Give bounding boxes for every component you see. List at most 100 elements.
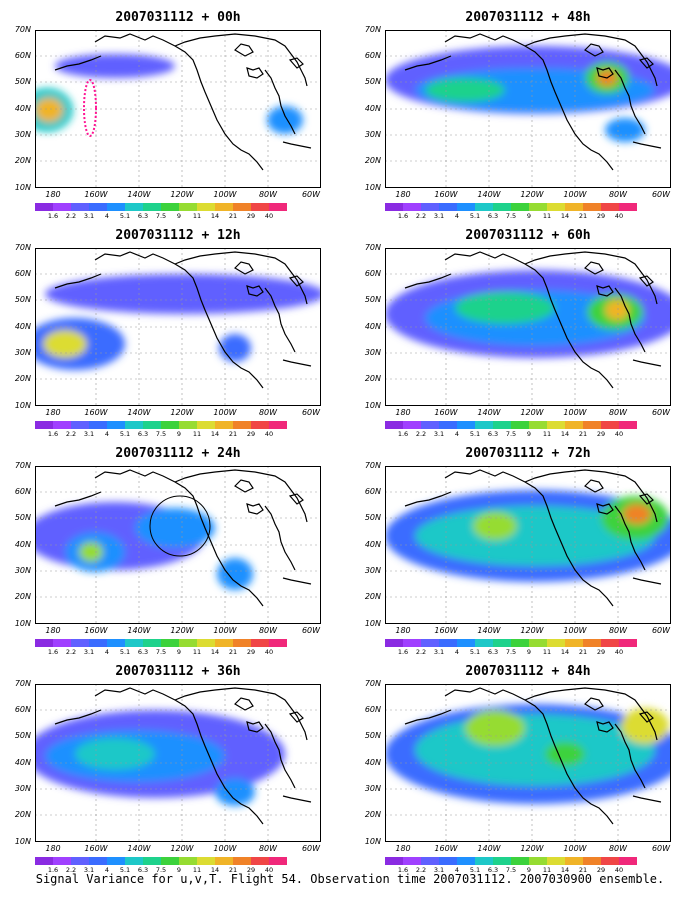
lat-label: 30N — [14, 566, 31, 575]
colorbar-swatch — [89, 639, 107, 647]
colorbar-label: 11 — [192, 648, 202, 656]
colorbar-label: 29 — [596, 866, 606, 874]
colorbar-swatch — [493, 421, 511, 429]
map-frame — [35, 684, 321, 842]
colorbar-label: 6.3 — [137, 866, 149, 874]
map-frame — [385, 30, 671, 188]
lat-label: 70N — [364, 461, 381, 470]
lon-label: 60W — [301, 626, 321, 635]
colorbar-label: 4 — [104, 212, 110, 220]
colorbar-label: 5.1 — [469, 866, 481, 874]
coastline — [234, 697, 254, 711]
lon-label: 140W — [477, 408, 501, 417]
lat-label: 50N — [14, 513, 31, 522]
colorbar-swatch — [197, 857, 215, 865]
lat-label: 70N — [14, 243, 31, 252]
variance-contour — [623, 504, 651, 524]
colorbar-swatch — [107, 639, 125, 647]
colorbar-label: 6.3 — [487, 430, 499, 438]
colorbar — [385, 421, 637, 429]
colorbar-swatch — [619, 857, 637, 865]
colorbar-swatch — [215, 857, 233, 865]
map-panel: 2007031112 + 48h 70N 60N 50N 40N 30N 20N 10N 180… — [355, 8, 695, 220]
colorbar-swatch — [421, 421, 439, 429]
lon-label: 180 — [45, 408, 61, 417]
coastline — [444, 251, 614, 389]
colorbar-swatch — [107, 857, 125, 865]
colorbar-label: 21 — [578, 212, 588, 220]
target-circle — [149, 495, 211, 557]
lat-label: 50N — [364, 513, 381, 522]
lat-label: 20N — [14, 156, 31, 165]
coastline — [288, 711, 304, 723]
colorbar-swatch — [547, 203, 565, 211]
colorbar-swatch — [215, 203, 233, 211]
colorbar-label: 9 — [176, 866, 182, 874]
lon-label: 100W — [563, 844, 587, 853]
coastline — [54, 273, 102, 289]
coastline — [584, 697, 604, 711]
colorbar-label: 9 — [176, 430, 182, 438]
coastline — [404, 491, 452, 507]
lon-label: 100W — [213, 190, 237, 199]
variance-map — [385, 466, 671, 624]
lat-label: 10N — [14, 619, 31, 628]
coastline — [234, 479, 254, 493]
lat-label: 30N — [14, 784, 31, 793]
colorbar-label: 7.5 — [155, 648, 167, 656]
lon-label: 80W — [258, 190, 278, 199]
coastline — [282, 141, 312, 149]
colorbar-swatch — [439, 421, 457, 429]
coastline — [94, 687, 264, 825]
lon-label: 80W — [608, 626, 628, 635]
coastline — [614, 505, 646, 571]
lat-label: 70N — [364, 25, 381, 34]
lon-label: 160W — [84, 844, 108, 853]
colorbar-label: 29 — [596, 430, 606, 438]
coastline — [638, 493, 654, 505]
lat-label: 40N — [14, 540, 31, 549]
coastline — [596, 721, 614, 733]
coastline — [246, 503, 264, 515]
colorbar-label: 5.1 — [469, 430, 481, 438]
lat-label: 60N — [14, 487, 31, 496]
colorbar-label: 14 — [560, 212, 570, 220]
colorbar-label: 40 — [264, 212, 274, 220]
lon-label: 120W — [170, 626, 194, 635]
lon-label: 100W — [563, 190, 587, 199]
lat-label: 70N — [14, 25, 31, 34]
coastline — [264, 287, 296, 353]
colorbar-swatch — [143, 421, 161, 429]
colorbar-label: 1.6 — [47, 212, 59, 220]
colorbar-label: 40 — [614, 430, 624, 438]
map-panel: 2007031112 + 72h 70N 60N 50N 40N 30N 20N 10N 180… — [355, 444, 695, 656]
panel-title: 2007031112 + 72h — [465, 446, 591, 461]
lon-label: 180 — [395, 190, 411, 199]
colorbar-swatch — [457, 639, 475, 647]
colorbar-swatch — [161, 421, 179, 429]
colorbar-label: 14 — [210, 430, 220, 438]
map-frame — [385, 684, 671, 842]
lat-label: 40N — [364, 540, 381, 549]
lon-label: 80W — [608, 190, 628, 199]
colorbar-label: 3.1 — [83, 430, 95, 438]
panel-title: 2007031112 + 24h — [115, 446, 241, 461]
coastline — [638, 57, 654, 69]
coastline — [614, 723, 646, 789]
colorbar-swatch — [385, 857, 403, 865]
lat-label: 60N — [364, 487, 381, 496]
lat-label: 60N — [364, 51, 381, 60]
colorbar-swatch — [619, 203, 637, 211]
colorbar-swatch — [251, 857, 269, 865]
coastline — [54, 491, 102, 507]
lat-label: 60N — [364, 269, 381, 278]
colorbar-swatch — [403, 639, 421, 647]
colorbar-label: 11 — [542, 866, 552, 874]
colorbar-label: 5.1 — [119, 866, 131, 874]
lon-label: 60W — [651, 190, 671, 199]
coastline — [632, 577, 662, 585]
lat-label: 10N — [364, 401, 381, 410]
coastline — [264, 69, 296, 135]
colorbar-swatch — [511, 857, 529, 865]
coastline — [282, 359, 312, 367]
